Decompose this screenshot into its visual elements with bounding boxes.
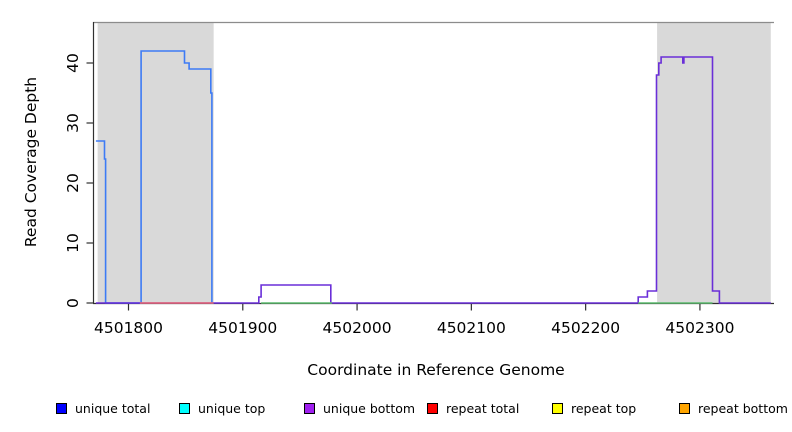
y-tick-label: 20 [64, 173, 82, 193]
coverage-chart: 4501800 4501900 4502000 4502100 4502200 45023… [22, 21, 774, 379]
x-tick-label: 4501900 [208, 319, 277, 337]
x-tick-label: 4502000 [323, 319, 392, 337]
legend-swatch-repeat-total [427, 403, 438, 414]
legend-label: unique bottom [323, 401, 416, 416]
x-tick-label: 4502100 [437, 319, 506, 337]
legend-label: repeat bottom [698, 401, 788, 416]
x-axis-title: Coordinate in Reference Genome [307, 361, 564, 379]
y-tick-label: 10 [64, 233, 82, 253]
legend-label: unique top [198, 401, 266, 416]
x-tick-label: 4502200 [551, 319, 620, 337]
series-unique-total [95, 50, 214, 304]
y-axis-title: Read Coverage Depth [22, 77, 40, 247]
legend-item-repeat-bottom: repeat bottom [679, 401, 788, 416]
x-tick-label: 4501800 [94, 319, 163, 337]
series-unique-bottom [95, 56, 771, 304]
legend-swatch-unique-total [56, 403, 67, 414]
x-tick-label: 4502300 [665, 319, 734, 337]
y-tick-label: 40 [64, 53, 82, 73]
legend-swatch-unique-bottom [304, 403, 315, 414]
legend-item-unique-total: unique total [56, 401, 150, 416]
legend-item-repeat-total: repeat total [427, 401, 519, 416]
legend-swatch-unique-top [179, 403, 190, 414]
legend-swatch-repeat-top [552, 403, 563, 414]
left-shaded-region [97, 22, 214, 303]
legend-item-unique-top: unique top [179, 401, 265, 416]
plot-area: 4501800 4501900 4502000 4502100 4502200 45023… [64, 21, 774, 337]
legend-item-unique-bottom: unique bottom [304, 401, 415, 416]
legend-label: repeat total [446, 401, 520, 416]
legend-item-repeat-top: repeat top [552, 401, 636, 416]
right-shaded-region [657, 22, 771, 303]
y-tick-label: 30 [64, 113, 82, 133]
legend-swatch-repeat-bottom [679, 403, 690, 414]
legend-label: unique total [75, 401, 151, 416]
legend-label: repeat top [571, 401, 637, 416]
y-tick-label: 0 [64, 298, 82, 308]
